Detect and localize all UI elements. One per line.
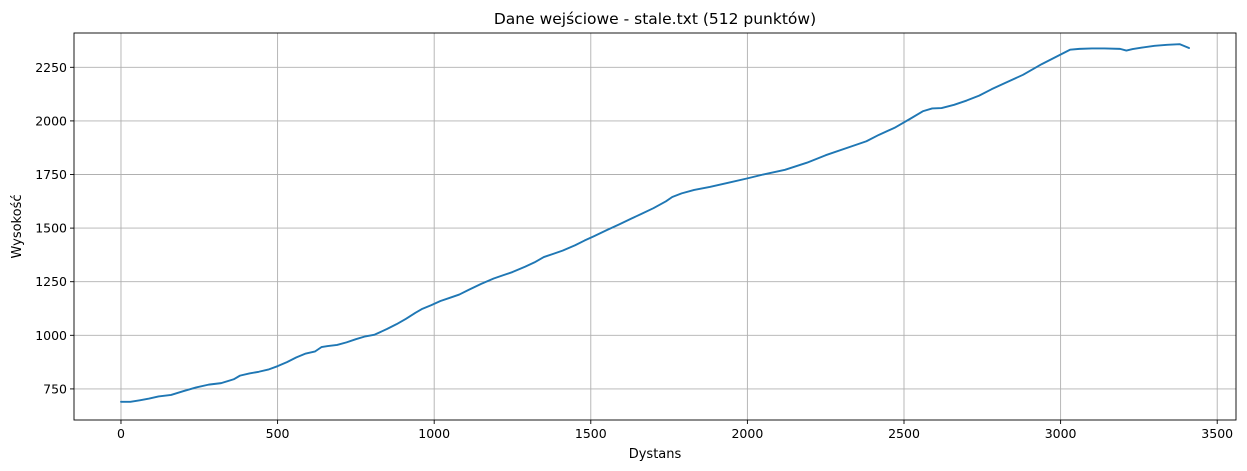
y-tick-label: 1250 bbox=[35, 274, 67, 289]
series-line bbox=[120, 43, 1190, 403]
plot-frame bbox=[73, 32, 1237, 421]
y-tick-label: 2000 bbox=[35, 113, 67, 128]
y-tick-label: 1000 bbox=[35, 328, 67, 343]
grid bbox=[74, 33, 1236, 420]
x-tick-label: 0 bbox=[117, 426, 125, 441]
x-tick-label: 2000 bbox=[731, 426, 763, 441]
x-tick-label: 500 bbox=[266, 426, 290, 441]
x-axis-ticks: 0 500 1000 1500 2000 2500 3000 3500 bbox=[117, 420, 1233, 441]
x-tick-label: 2500 bbox=[888, 426, 920, 441]
y-tick-label: 2250 bbox=[35, 60, 67, 75]
series-layer bbox=[120, 43, 1190, 403]
x-tick-label: 3500 bbox=[1201, 426, 1233, 441]
chart-title: Dane wejściowe - stale.txt (512 punktów) bbox=[494, 10, 816, 28]
x-tick-label: 3000 bbox=[1045, 426, 1077, 441]
y-tick-label: 750 bbox=[43, 381, 67, 396]
y-tick-label: 1500 bbox=[35, 221, 67, 236]
y-axis-label: Wysokość bbox=[10, 195, 25, 259]
x-tick-label: 1000 bbox=[418, 426, 450, 441]
y-tick-label: 1750 bbox=[35, 167, 67, 182]
x-axis-label: Dystans bbox=[629, 447, 682, 462]
x-tick-label: 1500 bbox=[575, 426, 607, 441]
y-axis-ticks: 750 1000 1250 1500 1750 2000 2250 bbox=[35, 60, 74, 396]
